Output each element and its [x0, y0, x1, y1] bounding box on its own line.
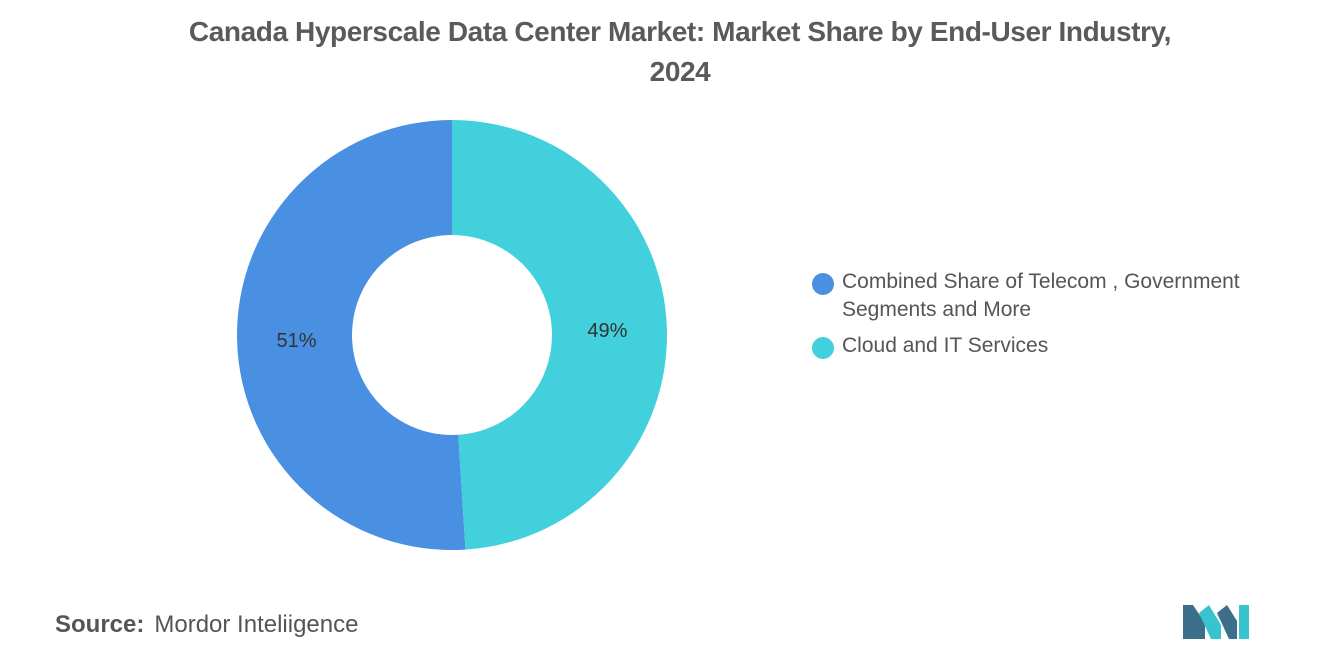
legend-swatch-cloud-it: [812, 337, 834, 359]
source-label: Source:: [55, 611, 145, 638]
source-text: Mordor Inteliigence: [154, 611, 359, 638]
data-label-telecom-government: 51%: [277, 330, 317, 352]
data-label-cloud-it: 49%: [587, 320, 627, 342]
slice-telecom-government: [236, 120, 466, 550]
source-note: Source: Mordor Inteliigence: [55, 611, 358, 639]
legend: Combined Share of Telecom , Government S…: [812, 268, 1292, 368]
donut-chart: 51% 49%: [236, 120, 667, 550]
chart-title-line-2: 2024: [649, 56, 711, 87]
chart-title: Canada Hyperscale Data Center Market: Ma…: [80, 12, 1280, 92]
legend-item-telecom-government: Combined Share of Telecom , Government S…: [812, 268, 1292, 324]
legend-label-telecom-government: Combined Share of Telecom , Government S…: [842, 270, 1240, 321]
slice-cloud-it: [452, 120, 667, 550]
chart-title-line-1: Canada Hyperscale Data Center Market: Ma…: [188, 16, 1172, 47]
mordor-intelligence-logo: [1183, 605, 1249, 639]
legend-swatch-telecom-government: [812, 273, 834, 295]
legend-item-cloud-it: Cloud and IT Services: [812, 332, 1292, 360]
legend-label-cloud-it: Cloud and IT Services: [842, 334, 1049, 357]
